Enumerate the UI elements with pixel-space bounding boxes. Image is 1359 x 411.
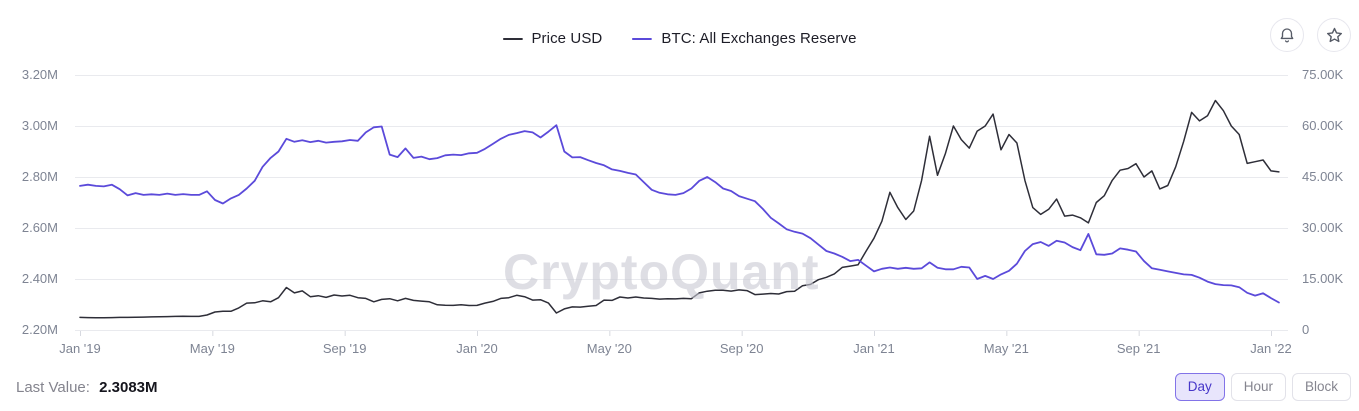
y-left-tick-label: 3.20M (21, 67, 58, 82)
x-axis-tick-label: Jan '20 (456, 341, 498, 356)
x-axis-tick-label: Sep '20 (719, 341, 764, 356)
header-actions (1270, 18, 1351, 52)
y-left-tick-label: 2.60M (21, 220, 58, 235)
reserve-line-swatch (632, 37, 653, 40)
y-right-tick-label: 45.00K (1302, 169, 1344, 184)
x-axis-tick-label: Jan '22 (1250, 341, 1292, 356)
chart-legend: Price USD BTC: All Exchanges Reserve (502, 30, 856, 47)
x-axis-tick-label: May '21 (983, 341, 1029, 356)
last-value-number: 2.3083M (99, 379, 158, 396)
y-left-tick-label: 2.20M (21, 322, 58, 337)
y-right-tick-label: 15.00K (1302, 271, 1344, 286)
y-right-tick-label: 30.00K (1302, 220, 1344, 235)
notification-bell-button[interactable] (1270, 18, 1304, 52)
price-line-swatch (502, 37, 523, 40)
price-reserve-line-chart[interactable] (0, 0, 1359, 370)
bell-icon (1278, 26, 1296, 44)
legend-label: Price USD (531, 30, 603, 47)
star-icon (1325, 26, 1344, 45)
y-left-tick-label: 2.80M (21, 169, 58, 184)
last-value-label: Last Value: (16, 379, 90, 396)
x-axis-tick-label: Sep '21 (1116, 341, 1161, 356)
last-value: Last Value: 2.3083M (16, 379, 158, 396)
y-right-tick-label: 60.00K (1302, 118, 1344, 133)
x-axis-tick-label: Sep '19 (322, 341, 367, 356)
legend-item-exchange-reserve[interactable]: BTC: All Exchanges Reserve (632, 30, 856, 47)
y-left-tick-label: 3.00M (21, 118, 58, 133)
x-axis-tick-label: Jan '19 (59, 341, 101, 356)
x-axis-tick-label: May '19 (189, 341, 235, 356)
y-right-tick-label: 75.00K (1302, 67, 1344, 82)
chart-footer: Last Value: 2.3083M Day Hour Block (0, 367, 1359, 411)
interval-button-day[interactable]: Day (1174, 373, 1225, 401)
interval-button-hour[interactable]: Hour (1230, 373, 1286, 401)
y-left-tick-label: 2.40M (21, 271, 58, 286)
legend-label: BTC: All Exchanges Reserve (661, 30, 857, 47)
favorite-star-button[interactable] (1317, 18, 1351, 52)
y-right-tick-label: 0 (1302, 322, 1310, 337)
interval-toggle-group: Day Hour Block (1174, 373, 1351, 401)
x-axis-tick-label: Jan '21 (853, 341, 895, 356)
x-axis-tick-label: May '20 (586, 341, 632, 356)
legend-item-price-usd[interactable]: Price USD (502, 30, 602, 47)
interval-button-block[interactable]: Block (1291, 373, 1351, 401)
